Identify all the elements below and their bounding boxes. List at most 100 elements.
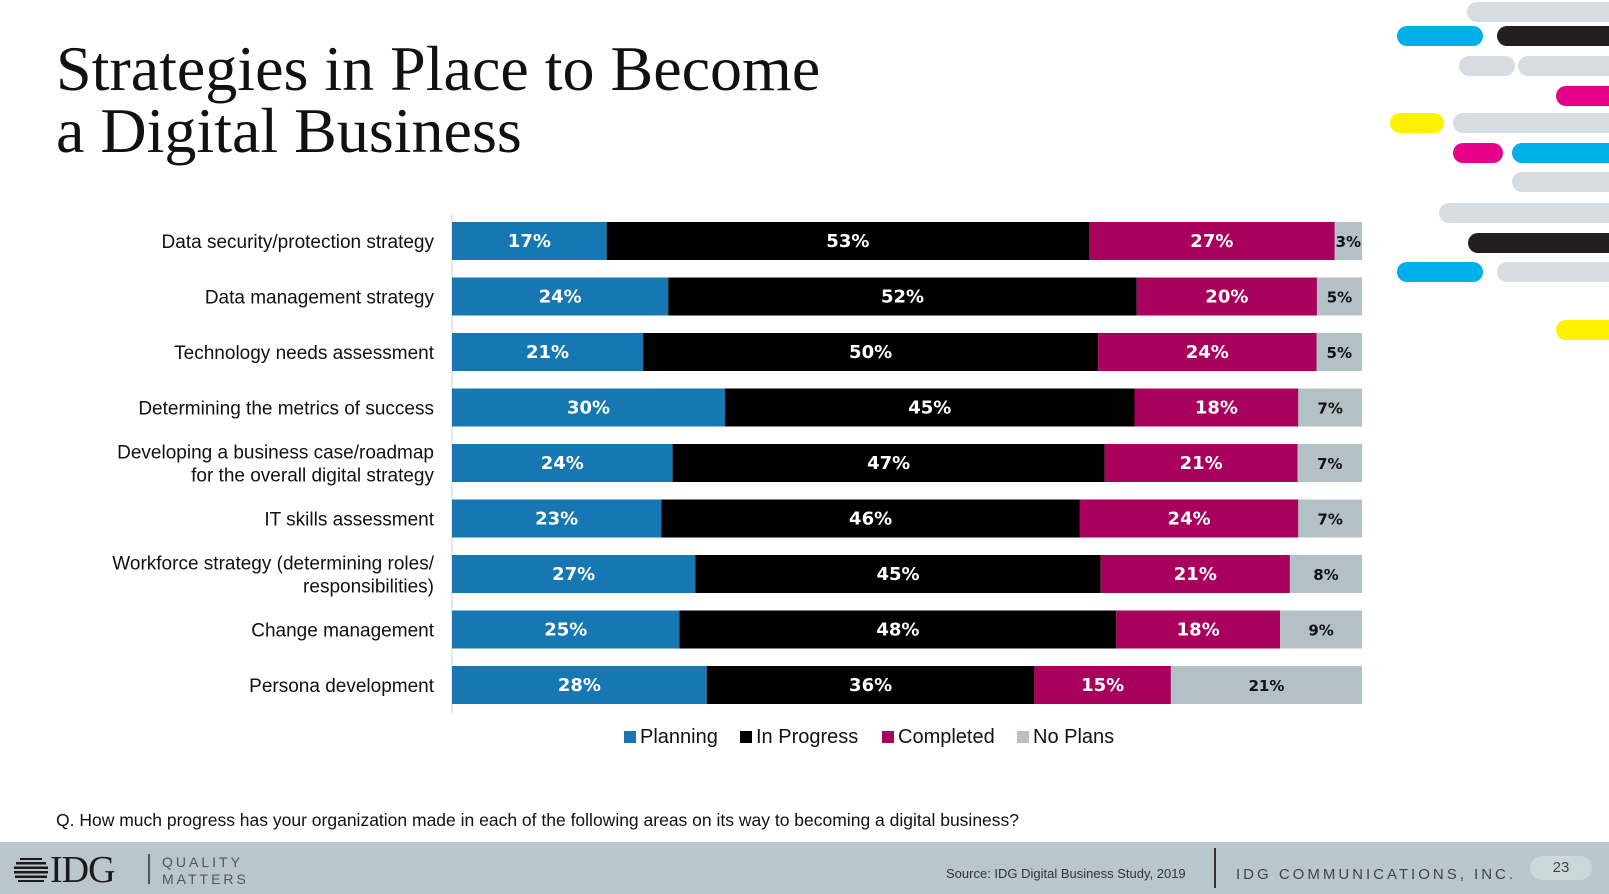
data-label-no-plans-8: 9% bbox=[1308, 622, 1333, 640]
data-label-no-plans-7: 8% bbox=[1313, 566, 1338, 584]
data-label-completed-2: 20% bbox=[1205, 287, 1248, 308]
decorative-stripe-11 bbox=[1512, 172, 1609, 192]
bar-segment-completed-4 bbox=[1134, 388, 1299, 427]
data-label-completed-9: 15% bbox=[1081, 675, 1124, 696]
tagline: QUALITY MATTERS bbox=[162, 854, 249, 888]
data-label-planning-7: 27% bbox=[552, 564, 595, 585]
bar-segment-planning-4 bbox=[452, 388, 725, 427]
bar-segment-no-plans-5 bbox=[1297, 444, 1362, 482]
bar-segment-completed-9 bbox=[1034, 666, 1171, 704]
data-label-planning-4: 30% bbox=[567, 398, 610, 419]
data-label-planning-3: 21% bbox=[526, 342, 569, 363]
tagline-line-1: QUALITY bbox=[162, 854, 243, 870]
category-label-5: Developing a business case/roadmap for th… bbox=[117, 443, 434, 487]
bar-segment-no-plans-6 bbox=[1298, 499, 1362, 538]
legend-label-completed: Completed bbox=[898, 726, 995, 748]
page-number: 23 bbox=[1530, 856, 1592, 880]
data-label-completed-1: 27% bbox=[1190, 231, 1233, 252]
bar-segment-no-plans-7 bbox=[1289, 555, 1362, 593]
data-label-completed-5: 21% bbox=[1180, 453, 1223, 474]
bar-segment-in-progress-8 bbox=[679, 610, 1117, 649]
bar-segment-in-progress-5 bbox=[672, 444, 1105, 482]
bar-segment-no-plans-3 bbox=[1316, 333, 1362, 371]
data-label-no-plans-1: 3% bbox=[1336, 233, 1361, 251]
data-label-in-progress-4: 45% bbox=[908, 398, 951, 419]
bar-segment-planning-9 bbox=[452, 666, 707, 704]
decorative-stripe-3 bbox=[1497, 26, 1609, 46]
data-label-no-plans-9: 21% bbox=[1248, 677, 1284, 695]
bar-segment-no-plans-8 bbox=[1280, 610, 1362, 649]
footer-bar: IDG QUALITY MATTERS Source: IDG Digital … bbox=[0, 842, 1609, 894]
category-label-1: Data security/protection strategy bbox=[162, 232, 435, 253]
data-label-in-progress-8: 48% bbox=[876, 620, 919, 641]
data-label-planning-9: 28% bbox=[558, 675, 601, 696]
logo-divider bbox=[148, 854, 150, 884]
title-line-1: Strategies in Place to Become bbox=[56, 33, 821, 104]
bar-segment-completed-5 bbox=[1104, 444, 1298, 482]
bar-segment-planning-2 bbox=[452, 277, 669, 316]
category-label-2: Data management strategy bbox=[205, 288, 435, 309]
legend-item-planning: Planning bbox=[624, 726, 718, 749]
category-label-7: Workforce strategy (determining roles/re… bbox=[112, 554, 434, 598]
bar-segment-completed-7 bbox=[1100, 555, 1290, 593]
slide-title: Strategies in Place to Become a Digital … bbox=[56, 33, 956, 166]
data-label-planning-2: 24% bbox=[539, 287, 582, 308]
stacked-bar-chart: 17% 53% 27% 3% Data security/protection stra… bbox=[112, 214, 1362, 714]
footer-divider bbox=[1214, 848, 1216, 888]
bar-segment-planning-7 bbox=[452, 555, 696, 593]
data-label-no-plans-2: 5% bbox=[1327, 289, 1352, 307]
category-label-8: Change management bbox=[251, 621, 434, 642]
decorative-stripe-13 bbox=[1468, 233, 1609, 253]
bar-segment-planning-5 bbox=[452, 444, 673, 482]
decorative-stripe-14 bbox=[1397, 262, 1483, 282]
data-label-no-plans-5: 7% bbox=[1317, 455, 1342, 473]
bar-segment-in-progress-6 bbox=[661, 499, 1080, 538]
bar-segment-completed-6 bbox=[1079, 499, 1299, 538]
category-label-4: Determining the metrics of success bbox=[138, 399, 434, 420]
bar-segment-planning-3 bbox=[452, 333, 644, 371]
bar-segment-completed-2 bbox=[1136, 277, 1317, 316]
data-label-planning-8: 25% bbox=[544, 620, 587, 641]
decorative-stripe-6 bbox=[1556, 86, 1609, 106]
decorative-stripe-9 bbox=[1453, 143, 1503, 163]
idg-logo-text: IDG bbox=[50, 849, 116, 891]
legend-swatch-planning bbox=[624, 731, 636, 743]
idg-logo: IDG bbox=[14, 848, 116, 892]
bar-segment-no-plans-4 bbox=[1298, 388, 1362, 427]
data-label-no-plans-3: 5% bbox=[1327, 344, 1352, 362]
data-label-in-progress-2: 52% bbox=[881, 287, 924, 308]
bar-segment-completed-3 bbox=[1098, 333, 1317, 371]
bar-segment-in-progress-2 bbox=[668, 277, 1137, 316]
category-label-6: IT skills assessment bbox=[264, 510, 434, 531]
legend-item-no-plans: No Plans bbox=[1017, 726, 1114, 749]
decorative-stripe-2 bbox=[1397, 26, 1483, 46]
tagline-line-2: MATTERS bbox=[162, 871, 249, 887]
decorative-stripe-7 bbox=[1390, 113, 1444, 133]
title-line-2: a Digital Business bbox=[56, 95, 522, 166]
legend-swatch-no-plans bbox=[1017, 731, 1029, 743]
data-label-in-progress-7: 45% bbox=[876, 564, 919, 585]
data-label-planning-6: 23% bbox=[535, 509, 578, 530]
decorative-stripe-5 bbox=[1518, 56, 1609, 76]
data-label-in-progress-5: 47% bbox=[867, 453, 910, 474]
bar-segment-no-plans-2 bbox=[1316, 277, 1362, 316]
data-label-completed-7: 21% bbox=[1174, 564, 1217, 585]
legend-swatch-completed bbox=[882, 731, 894, 743]
data-label-in-progress-6: 46% bbox=[849, 509, 892, 530]
legend-label-in-progress: In Progress bbox=[756, 726, 859, 748]
bar-segment-completed-8 bbox=[1116, 610, 1281, 649]
bar-segment-in-progress-1 bbox=[606, 222, 1089, 260]
bar-segment-no-plans-1 bbox=[1334, 222, 1362, 260]
bar-segment-in-progress-9 bbox=[706, 666, 1035, 704]
data-label-completed-3: 24% bbox=[1186, 342, 1229, 363]
data-label-planning-1: 17% bbox=[508, 231, 551, 252]
bar-segment-completed-1 bbox=[1089, 222, 1335, 260]
data-label-completed-6: 24% bbox=[1168, 509, 1211, 530]
decorative-stripe-16 bbox=[1556, 320, 1609, 340]
category-label-9: Persona development bbox=[249, 676, 435, 697]
data-label-in-progress-1: 53% bbox=[826, 231, 869, 252]
survey-question: Q. How much progress has your organizati… bbox=[56, 810, 1020, 830]
decorative-stripe-15 bbox=[1497, 262, 1609, 282]
company-name: IDG COMMUNICATIONS, INC. bbox=[1236, 866, 1517, 883]
